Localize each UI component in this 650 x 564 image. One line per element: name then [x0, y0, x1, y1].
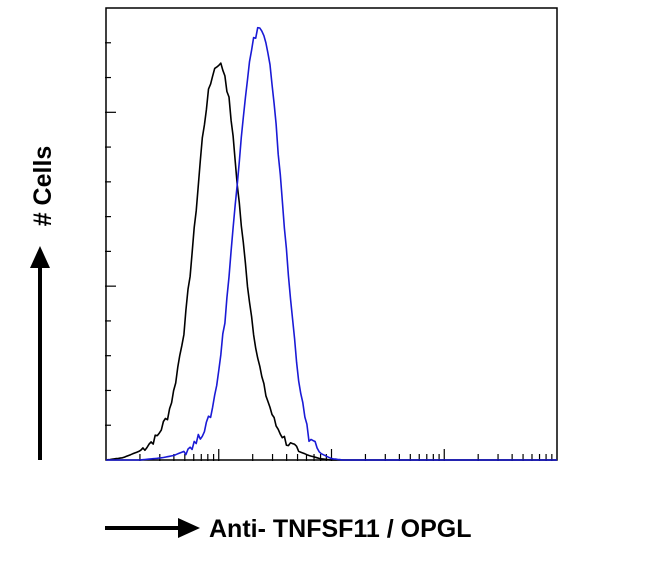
y-axis-label: # Cells [29, 146, 57, 227]
y-axis-arrow-head [30, 246, 50, 268]
x-axis-label: Anti- TNFSF11 / OPGL [209, 515, 472, 543]
series-layer [105, 26, 557, 461]
x-axis-label-group: Anti- TNFSF11 / OPGL [105, 515, 472, 543]
series-line-2 [106, 26, 557, 461]
y-axis-label-group: # Cells [29, 146, 57, 460]
y-axis-ticks [105, 42, 116, 426]
series-line-1 [105, 62, 557, 461]
x-axis-arrow-head [178, 518, 200, 538]
